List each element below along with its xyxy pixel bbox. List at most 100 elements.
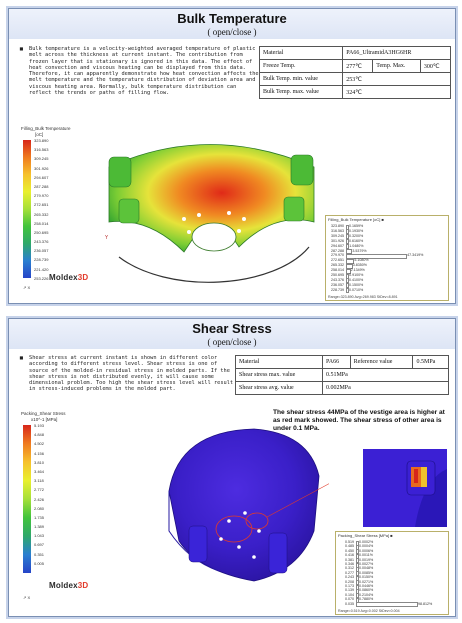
histogram-percent: 0.1659% bbox=[349, 224, 364, 228]
legend-tick-label: 2.426 bbox=[34, 496, 45, 502]
histogram-percent: 0.0004% bbox=[359, 544, 374, 549]
histogram-bin-label: 287.288 bbox=[331, 248, 344, 253]
histogram-bin-label: 272.651 bbox=[331, 258, 344, 263]
histogram-bin-label: 0.312 bbox=[345, 566, 354, 571]
histogram-percent: 0.0085% bbox=[359, 570, 374, 575]
histogram-bin-label: 294.607 bbox=[331, 243, 344, 248]
shear-max-label: Shear stress max. value bbox=[235, 368, 323, 382]
histogram-percent: 2.1349% bbox=[350, 268, 365, 273]
temperature-color-legend: Filling_Bulk Temperature [oC] 323.890 316… bbox=[21, 126, 71, 286]
material-value: PA66_UltramidA3HG6HR bbox=[342, 46, 451, 60]
legend-tick-label: 1.735 bbox=[34, 514, 45, 520]
histogram-percent: 0.0446% bbox=[359, 584, 374, 588]
histogram-bar bbox=[346, 283, 349, 289]
histogram-percent: 0.4100% bbox=[349, 277, 364, 282]
histogram-percent: 0.6160% bbox=[349, 238, 364, 243]
shear-histogram: Packing_Shear Stress [MPa] ■ 0.519 0.0002… bbox=[335, 531, 449, 615]
histogram-bin-label: 316.563 bbox=[331, 228, 344, 233]
histogram-percent: 0.1930% bbox=[349, 228, 364, 233]
histogram-percent: 5.1080% bbox=[354, 258, 369, 263]
histogram-percent: 0.0710% bbox=[349, 287, 364, 292]
moldex-brand: Moldex bbox=[49, 273, 78, 282]
legend-color-bar bbox=[23, 425, 31, 573]
histogram-percent: 0.1500% bbox=[349, 282, 364, 287]
freeze-temp-label: Freeze Temp. bbox=[258, 59, 344, 73]
histogram-bar bbox=[346, 253, 408, 259]
material-label: Material bbox=[235, 355, 323, 369]
legend-tick-label: 3.118 bbox=[34, 478, 44, 484]
shear-stress-model-image bbox=[168, 428, 329, 582]
shear-avg-value: 0.002MPa bbox=[321, 381, 450, 395]
bulk-temperature-model-image: Y bbox=[104, 144, 315, 283]
description-text: Shear stress at current instant is shown… bbox=[29, 355, 237, 393]
open-close-link[interactable]: ( open/close ) bbox=[207, 337, 257, 347]
histogram-bar bbox=[346, 249, 353, 254]
shear-stress-slide: Shear Stress ( open/close ) ▪ Shear stre… bbox=[8, 318, 456, 617]
histogram-bar bbox=[346, 234, 349, 240]
legend-color-bar bbox=[23, 140, 31, 278]
open-close-link[interactable]: ( open/close ) bbox=[207, 27, 257, 37]
reference-label: Reference value bbox=[349, 355, 414, 369]
histogram-bin-label: 0.346 bbox=[345, 562, 354, 566]
legend-tick-label: 323.890 bbox=[34, 138, 49, 143]
histogram-percent: 0.0019% bbox=[359, 557, 374, 562]
histogram-bar bbox=[346, 239, 349, 245]
bullet-icon: ▪ bbox=[19, 353, 24, 362]
histogram-bin-label: 0.381 bbox=[345, 557, 354, 562]
legend-tick-label: 301.926 bbox=[34, 165, 49, 171]
histogram-percent: 98.812% bbox=[418, 601, 433, 606]
legend-tick-label: 1.389 bbox=[34, 524, 45, 530]
histogram-bar bbox=[346, 229, 349, 235]
legend-tick-label: 221.420 bbox=[34, 266, 49, 272]
slide-title: Shear Stress bbox=[192, 321, 272, 336]
moldex-suffix: 3D bbox=[77, 581, 89, 590]
shear-avg-label: Shear stress avg. value bbox=[235, 381, 323, 395]
legend-tick-label: 4.156 bbox=[34, 450, 45, 456]
histogram-percent: 3.5379% bbox=[352, 248, 367, 253]
legend-unit: x10^-1 [MPa] bbox=[31, 417, 58, 422]
histogram-percent: 0.3200% bbox=[349, 233, 364, 238]
material-value: PA66 bbox=[321, 355, 351, 369]
histogram-percent: 0.0271% bbox=[359, 579, 374, 584]
shear-annotation: The shear stress 44MPa of the vestige ar… bbox=[273, 409, 445, 432]
histogram-bin-label: 228.739 bbox=[331, 287, 344, 292]
legend-tick-label: 2.772 bbox=[34, 487, 45, 493]
moldex-suffix: 3D bbox=[77, 273, 89, 282]
legend-title: Packing_Shear Stress bbox=[21, 411, 66, 416]
moldex-logo: Moldex3D bbox=[49, 581, 88, 590]
legend-tick-label: 294.607 bbox=[34, 174, 49, 180]
histogram-bar bbox=[346, 263, 353, 269]
histogram-bin-label: 0.173 bbox=[345, 584, 354, 588]
reference-value: 0.5MPa bbox=[412, 355, 449, 369]
moldex-logo: Moldex3D bbox=[49, 273, 88, 282]
histogram-bin-label: 0.277 bbox=[345, 570, 354, 575]
description-paragraph: ▪ Shear stress at current instant is sho… bbox=[19, 353, 237, 405]
shear-max-value: 0.51MPa bbox=[321, 368, 450, 382]
histogram-percent: 0.0011% bbox=[359, 553, 373, 558]
legend-title: Filling_Bulk Temperature bbox=[21, 126, 71, 131]
histogram-bin-label: 309.245 bbox=[331, 233, 344, 238]
histogram-percent: 0.0860% bbox=[359, 588, 374, 593]
histogram-percent: 1.0480% bbox=[349, 243, 364, 248]
histogram-bin-label: 0.208 bbox=[345, 579, 354, 584]
bullet-icon: ▪ bbox=[19, 44, 24, 53]
histogram-bin-label: 0.485 bbox=[345, 544, 354, 549]
legend-tick-label: 5.193 bbox=[34, 423, 45, 428]
legend-tick-label: 279.970 bbox=[34, 193, 49, 199]
bulk-min-label: Bulk Temp. min. value bbox=[258, 72, 344, 86]
legend-tick-label: 250.695 bbox=[34, 229, 49, 235]
histogram-bar bbox=[346, 258, 355, 264]
legend-ticks: 5.193 4.848 4.502 4.156 3.810 3.464 3.118 2.772… bbox=[34, 423, 44, 570]
legend-tick-label: 236.057 bbox=[34, 248, 49, 254]
histogram-footer: Range=323.890 Avg=269.983 StDev=8.891 bbox=[328, 295, 398, 299]
histogram-bin-label: 301.926 bbox=[331, 238, 344, 243]
legend-tick-label: 3.464 bbox=[34, 468, 45, 474]
histogram-bin-label: 0.243 bbox=[345, 575, 354, 580]
histogram-bin-label: 0.416 bbox=[345, 553, 354, 558]
histogram-title: Filling_Bulk Temperature [oC] ■ bbox=[328, 217, 384, 222]
slide-title: Bulk Temperature bbox=[177, 11, 287, 26]
histogram-bar bbox=[346, 244, 350, 250]
histogram-footer: Range=0.519 Avg=0.002 StDev=0.004 bbox=[338, 609, 400, 613]
histogram-bar bbox=[346, 224, 349, 230]
material-label: Material bbox=[258, 46, 344, 60]
